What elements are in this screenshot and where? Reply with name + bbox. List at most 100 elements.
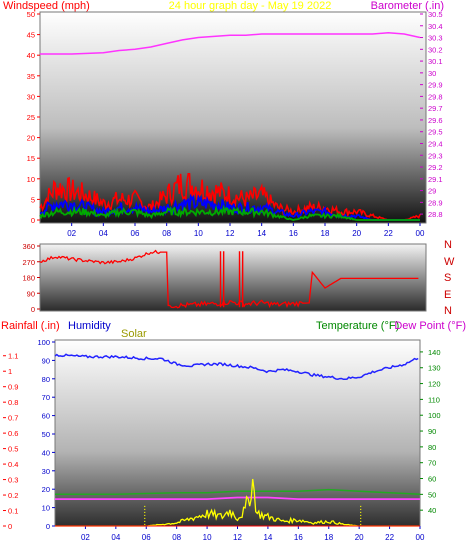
wind-y-tick-label: 45: [27, 31, 35, 40]
weather-x-tick-label: 14: [263, 533, 272, 542]
temp-y-tick-label: 120: [428, 380, 441, 389]
direction-letter-s: S: [444, 272, 451, 284]
dewpoint-label: Dew Point (°F): [394, 320, 466, 332]
weather-x-tick-label: 12: [233, 533, 242, 542]
temp-y-tick-label: 140: [428, 348, 441, 357]
humidity-y-tick-label: 20: [42, 485, 50, 494]
direction-y-tick-label: 180: [22, 274, 35, 283]
direction-line: [39, 249, 419, 309]
humidity-y-tick-label: 70: [42, 393, 50, 402]
wind-x-tick-label: 22: [384, 229, 393, 238]
rain-y-tick-label: 0.1: [8, 507, 18, 516]
temperature-label: Temperature (°F): [316, 320, 399, 332]
rain-y-tick-label: 0.3: [8, 476, 18, 485]
wind-x-tick-label: 08: [162, 229, 171, 238]
baro-y-tick-label: 29.6: [428, 116, 443, 125]
humidity-y-tick-label: 30: [42, 467, 50, 476]
wind-x-tick-label: 00: [416, 229, 425, 238]
temp-y-tick-label: 60: [428, 475, 436, 484]
weather-x-tick-label: 08: [172, 533, 181, 542]
wind-y-tick-label: 20: [27, 134, 35, 143]
rain-y-tick-label: 0.4: [8, 460, 18, 469]
baro-y-tick-label: 29.2: [428, 163, 443, 172]
temp-y-tick-label: 90: [428, 427, 436, 436]
wind-y-tick-label: 15: [27, 154, 35, 163]
wind-x-tick-label: 18: [321, 229, 330, 238]
temp-y-tick-label: 130: [428, 364, 441, 373]
chart-title: 24 hour graph day - May 19 2022: [169, 0, 332, 12]
windspeed-label: Windspeed (mph): [3, 0, 90, 12]
temp-y-tick-label: 100: [428, 411, 441, 420]
direction-letter-n-top: N: [444, 239, 452, 251]
wind-x-tick-label: 12: [226, 229, 235, 238]
baro-y-tick-label: 28.8: [428, 210, 443, 219]
rain-y-tick-label: 0.2: [8, 491, 18, 500]
humidity-y-tick-label: 50: [42, 430, 50, 439]
weather-x-tick-label: 20: [355, 533, 364, 542]
temp-y-tick-label: 110: [428, 395, 440, 404]
rain-y-tick-label: 0.7: [8, 414, 18, 423]
direction-letter-n-bottom: N: [444, 305, 452, 317]
rain-y-tick-label: 0.5: [8, 445, 18, 454]
rain-y-tick-label: 1: [8, 367, 12, 376]
baro-y-tick-label: 29.1: [428, 175, 443, 184]
solar-label: Solar: [121, 328, 147, 340]
rainfall-label: Rainfall (.in): [1, 320, 60, 332]
wind-y-tick-label: 5: [31, 195, 35, 204]
baro-y-tick-label: 30.4: [428, 22, 443, 31]
weather-x-tick-label: 04: [111, 533, 120, 542]
baro-y-tick-label: 29.3: [428, 151, 443, 160]
weather-x-tick-label: 10: [203, 533, 212, 542]
temperature-line: [55, 488, 421, 496]
direction-y-tick-label: 360: [22, 242, 35, 251]
weather-x-tick-label: 06: [142, 533, 151, 542]
baro-y-tick-label: 30.5: [428, 10, 443, 19]
rain-y-tick-label: 0: [8, 522, 12, 531]
rain-y-tick-label: 1.1: [8, 352, 18, 361]
wind-panel: [39, 11, 427, 224]
wind-y-tick-label: 25: [27, 113, 35, 122]
humidity-y-tick-label: 80: [42, 375, 50, 384]
wind-x-tick-label: 14: [257, 229, 266, 238]
wind-y-tick-label: 30: [27, 92, 35, 101]
baro-y-tick-label: 29.5: [428, 128, 443, 137]
humidity-y-tick-label: 10: [42, 504, 50, 513]
baro-y-tick-label: 28.9: [428, 198, 443, 207]
barometer-label: Barometer (.in): [371, 0, 444, 12]
wind-y-tick-label: 40: [27, 51, 35, 60]
weather-x-tick-label: 00: [416, 533, 425, 542]
weather-x-tick-label: 22: [385, 533, 394, 542]
temp-y-tick-label: 50: [428, 490, 436, 499]
baro-y-tick-label: 29: [428, 187, 436, 196]
wind-y-tick-label: 10: [27, 175, 35, 184]
barometer-line: [40, 32, 421, 55]
baro-y-tick-label: 29.4: [428, 139, 443, 148]
humidity-line: [54, 353, 419, 381]
rain-y-tick-label: 0.6: [8, 429, 18, 438]
humidity-label: Humidity: [68, 320, 111, 332]
wind-x-tick-label: 20: [352, 229, 361, 238]
humidity-y-tick-label: 40: [42, 448, 50, 457]
wind-y-tick-label: 0: [31, 216, 35, 225]
temp-y-tick-label: 40: [428, 506, 436, 515]
direction-panel: [39, 243, 427, 312]
wind-x-tick-label: 02: [67, 229, 76, 238]
rain-y-tick-label: 0.9: [8, 383, 18, 392]
wind-x-tick-label: 06: [131, 229, 140, 238]
avg_wind-line: [39, 193, 420, 221]
wind-y-tick-label: 35: [27, 72, 35, 81]
humidity-y-tick-label: 100: [37, 338, 50, 347]
baro-y-tick-label: 30.2: [428, 45, 443, 54]
baro-y-tick-label: 29.8: [428, 92, 443, 101]
baro-y-tick-label: 30: [428, 69, 436, 78]
temp-y-tick-label: 80: [428, 443, 436, 452]
weather-x-tick-label: 16: [294, 533, 303, 542]
baro-y-tick-label: 30.1: [428, 57, 443, 66]
baro-y-tick-label: 30.3: [428, 34, 443, 43]
humidity-y-tick-label: 0: [46, 522, 50, 531]
baro-y-tick-label: 29.7: [428, 104, 443, 113]
weather-x-tick-label: 18: [324, 533, 333, 542]
humidity-y-tick-label: 90: [42, 356, 50, 365]
direction-y-tick-label: 0: [31, 305, 35, 314]
